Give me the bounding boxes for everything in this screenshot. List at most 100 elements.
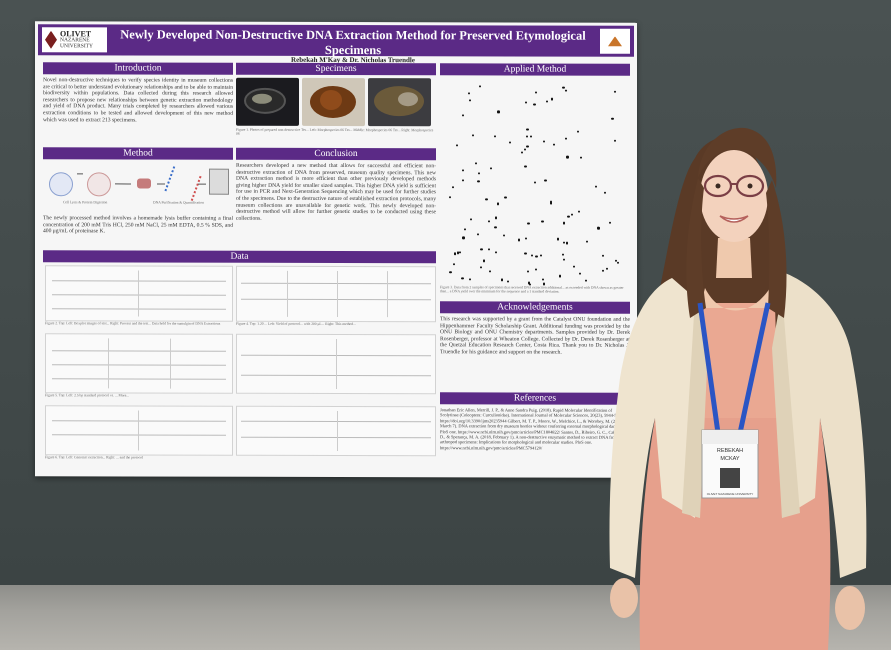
scatter-dot (518, 238, 521, 242)
method-text: The newly processed method involves a ho… (43, 215, 233, 235)
lanyard-right (737, 302, 771, 434)
method-label-1: Cell Lysis & Protein Digestion (63, 200, 108, 205)
scatter-dot (533, 103, 536, 106)
scatter-dot (550, 97, 553, 101)
method-label-2: DNA Purification & Quantification (153, 200, 204, 205)
scatter-dot (489, 167, 492, 170)
badge-line-1: REBEKAH (717, 448, 743, 454)
badge-line-2: MCKAY (720, 456, 739, 462)
scatter-dot (539, 254, 543, 257)
scatter-dot (526, 270, 529, 273)
smile (719, 215, 749, 223)
data-chart-6 (236, 405, 436, 457)
scatter-dot (477, 180, 480, 183)
scatter-dot (543, 140, 546, 143)
scatter-dot (494, 226, 497, 229)
introduction-text: Novel non-destructive techniques to veri… (43, 77, 233, 124)
scatter-dot (535, 255, 538, 258)
scatter-dot (478, 85, 481, 88)
neck (716, 238, 752, 278)
logo-line-3: UNIVERSITY (60, 42, 93, 49)
scatter-dot (454, 252, 457, 255)
research-poster: OLIVET NAZARENE UNIVERSITY Newly Develop… (35, 21, 637, 478)
scatter-dot (550, 202, 553, 205)
method-header: Method (43, 147, 233, 160)
scatter-dot (495, 216, 498, 219)
scatter-dot (485, 198, 488, 201)
scatter-dot (563, 258, 566, 261)
scatter-dot (477, 172, 480, 175)
scatter-dot (614, 90, 617, 93)
scatter-dot (509, 140, 512, 144)
scatter-dot (572, 265, 575, 268)
scatter-dot (488, 270, 491, 273)
scatter-dot (461, 169, 465, 172)
instrument-icon (209, 168, 229, 195)
scatter-dot (449, 271, 452, 274)
scatter-dot (541, 278, 545, 282)
scatter-dot (545, 100, 548, 103)
scatter-dot (534, 268, 537, 271)
scatter-dot (562, 241, 565, 244)
right-hand (835, 586, 865, 630)
lysed-cell-icon (87, 172, 111, 197)
scatter-dot (565, 242, 568, 245)
face (700, 150, 768, 242)
data-header: Data (43, 250, 436, 264)
data-chart-3 (45, 333, 233, 394)
scatter-dot (525, 101, 528, 104)
scatter-dot (520, 150, 524, 154)
data-caption-3: Figure 5. Top: Left: 2.5 bp standard pro… (45, 393, 130, 398)
data-chart-5 (45, 405, 233, 456)
scatter-dot (468, 278, 472, 281)
scatter-dot (476, 233, 479, 236)
badge-qr-icon (720, 468, 740, 488)
scatter-dot (533, 181, 537, 184)
scatter-dot (497, 110, 500, 113)
data-caption-4: Figure 6. Top: Left: Genomic extraction.… (45, 455, 143, 460)
scatter-dot (482, 259, 485, 262)
scatter-dot (567, 215, 570, 218)
scatter-dot (531, 254, 534, 257)
scatter-dot (561, 253, 564, 256)
scatter-dot (474, 162, 477, 165)
scatter-dot (502, 234, 505, 237)
scatter-dot (524, 237, 527, 240)
specimens-header: Specimens (236, 62, 436, 76)
scatter-dot (501, 278, 504, 282)
scatter-dot (480, 248, 483, 251)
specimen-photo-1 (236, 77, 299, 126)
scatter-dot (504, 196, 507, 199)
scatter-dot (544, 179, 547, 182)
scatter-dot (562, 86, 565, 89)
scatter-dot (461, 114, 464, 117)
scatter-dot (452, 186, 455, 189)
scatter-dot (541, 220, 544, 223)
scatter-dot (487, 219, 491, 223)
scatter-dot (449, 196, 452, 199)
data-caption-2: Figure 4. Top: 1.20 ... Left: Yield of p… (236, 321, 356, 327)
scatter-dot (494, 251, 497, 254)
scatter-dot (526, 145, 529, 148)
scatter-dot (469, 218, 472, 221)
protein-icon (137, 178, 151, 189)
scatter-dot (527, 222, 530, 225)
scatter-dot (529, 135, 533, 138)
scatter-dot (552, 143, 556, 146)
scatter-dot (453, 263, 456, 266)
data-chart-2 (236, 265, 436, 323)
lanyard-left (697, 302, 721, 434)
scatter-dot (556, 237, 559, 241)
presenter-person: REBEKAH MCKAY OLIVET NAZARENE UNIVERSITY (609, 127, 867, 650)
scatter-dot (461, 277, 464, 280)
data-caption-1: Figure 2. Top: Left: Boxplot images of t… (45, 321, 221, 326)
university-crest-icon (45, 31, 57, 49)
poster-banner: OLIVET NAZARENE UNIVERSITY Newly Develop… (38, 24, 634, 57)
scatter-dot (493, 135, 497, 138)
sponsor-logo (600, 28, 630, 54)
scatter-dot (457, 251, 460, 254)
method-diagram: Cell Lysis & Protein Digestion DNA Purif… (43, 162, 231, 210)
scatter-dot (524, 148, 527, 151)
jacket-right (778, 273, 867, 578)
scatter-dot (566, 155, 569, 159)
